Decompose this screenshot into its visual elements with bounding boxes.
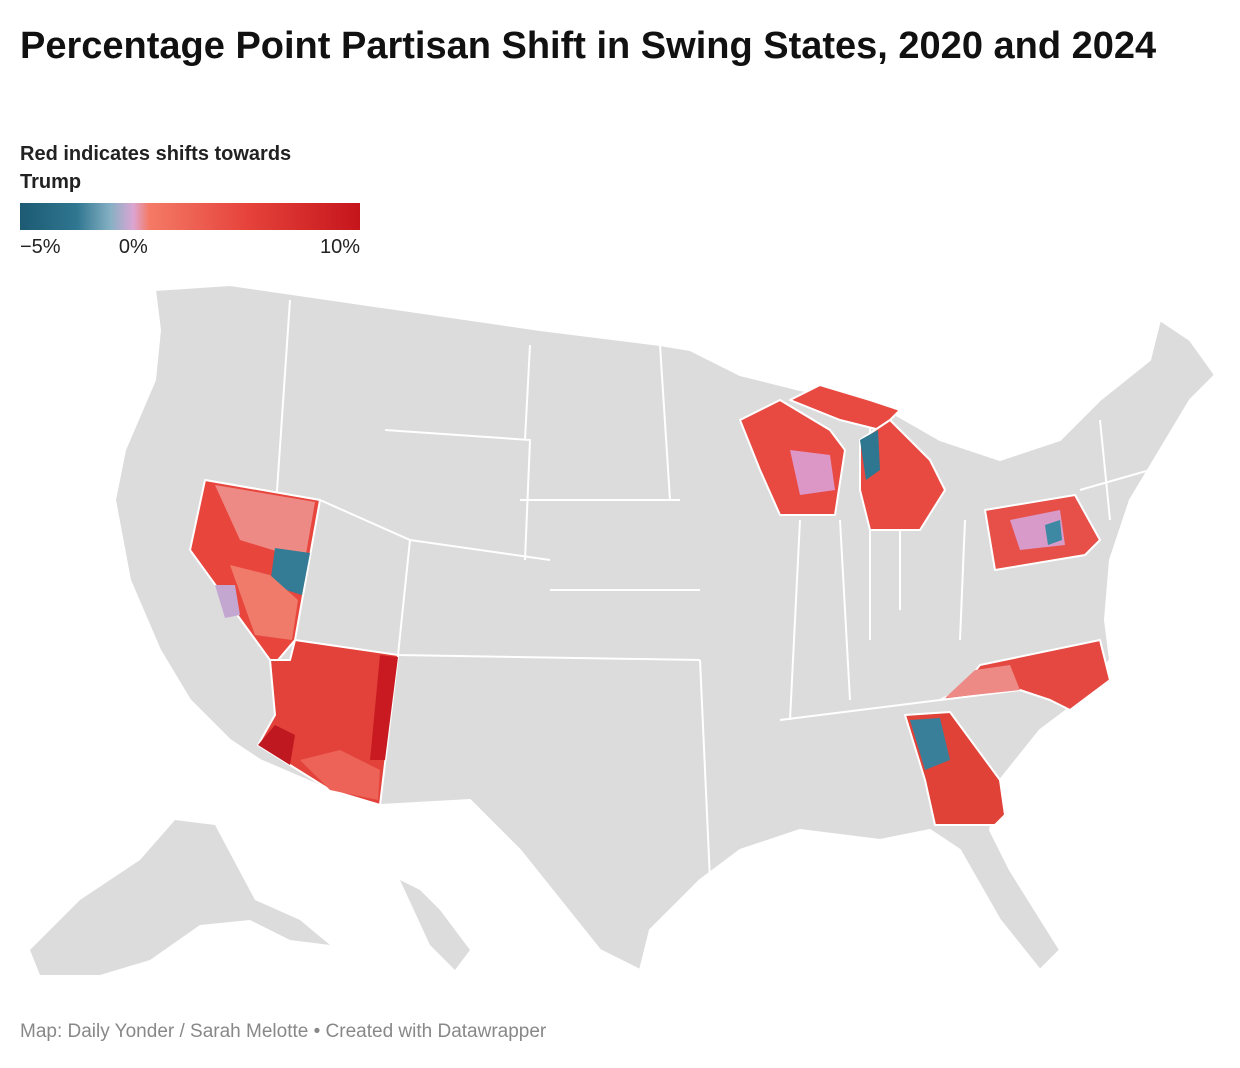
arizona-south — [300, 750, 380, 800]
michigan-up — [789, 384, 901, 431]
michigan-west — [860, 430, 880, 480]
arizona-east — [370, 655, 398, 760]
michigan — [859, 419, 946, 531]
north-carolina-west — [945, 665, 1020, 698]
alaska — [30, 820, 330, 975]
legend-tick-label: −5% — [20, 236, 61, 258]
nevada-north — [215, 485, 315, 560]
nevada-west — [215, 585, 240, 618]
legend-title: Red indicates shifts towards Trump — [20, 143, 292, 193]
legend-bar — [20, 203, 360, 230]
us-map — [30, 284, 1216, 975]
footer: Map: Daily Yonder / Sarah Melotte • Crea… — [20, 1021, 547, 1042]
pennsylvania-east — [1045, 520, 1062, 545]
wisconsin-mid — [790, 450, 835, 495]
georgia-atlanta — [910, 718, 950, 770]
nevada-central — [230, 565, 298, 640]
legend-tick-label: 10% — [320, 236, 360, 258]
legend-tick-label: 0% — [119, 236, 148, 258]
nevada-east — [270, 548, 310, 595]
hawaii — [400, 880, 470, 970]
title: Percentage Point Partisan Shift in Swing… — [20, 25, 1157, 67]
legend: −5% 0% 10% — [19, 203, 361, 258]
arizona-yuma — [258, 725, 295, 765]
